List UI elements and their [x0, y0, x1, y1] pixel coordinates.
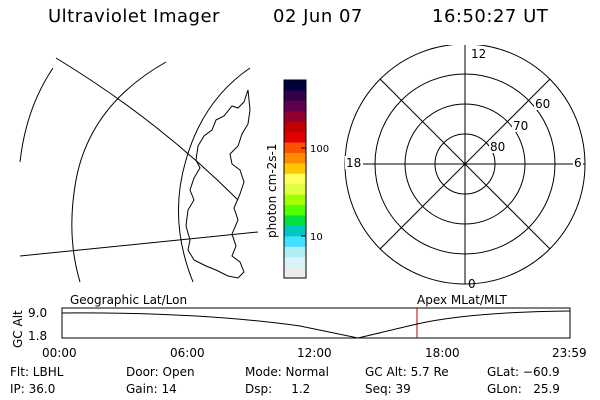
polar-diagonal-2 [379, 78, 551, 250]
colorbar-cell [284, 184, 306, 196]
lat-arc-outer [177, 67, 251, 283]
status-filter: Flt: LBHL [10, 365, 64, 379]
colorbar-cell [284, 173, 306, 185]
colorbar-tick-100: 100 [310, 144, 329, 155]
instrument-title: Ultraviolet Imager [48, 6, 220, 27]
colorbar-cell [284, 80, 306, 91]
altitude-frame [61, 307, 571, 339]
colorbar-cell [284, 267, 306, 279]
altitude-trace [61, 310, 571, 339]
status-glat: GLat: −60.9 [487, 365, 560, 379]
colorbar-cell [284, 215, 306, 227]
colorbar: 100 10 photon cm-2s-1 [265, 79, 329, 279]
coastline [185, 89, 251, 279]
colorbar-cell [284, 236, 306, 248]
date-label: 02 Jun 07 [273, 6, 363, 27]
colorbar-cell [284, 121, 306, 133]
altitude-ylabel: GC Alt [11, 310, 25, 348]
status-gain: Gain: 14 [126, 382, 177, 396]
altitude-right-title: Apex MLat/MLT [417, 293, 507, 307]
altitude-ytick-9: 9.0 [28, 306, 47, 320]
meridian-line [55, 57, 239, 201]
colorbar-cell [284, 132, 306, 144]
mlt-label-6: 6 [574, 156, 582, 170]
altitude-left-title: Geographic Lat/Lon [70, 293, 188, 307]
altitude-xtick-0000: 00:00 [42, 346, 77, 360]
lat-label-60: 60 [535, 97, 550, 111]
colorbar-tick-10: 10 [310, 232, 323, 243]
parallel-line [19, 231, 258, 257]
colorbar-cell [284, 163, 306, 175]
colorbar-cell [284, 111, 306, 123]
colorbar-cell [284, 246, 306, 258]
mlt-label-12: 12 [471, 47, 486, 61]
geographic-map [19, 57, 258, 283]
lat-label-70: 70 [513, 119, 528, 133]
colorbar-cells [284, 80, 306, 279]
polar-plot: 12 18 6 0 60 70 80 [344, 45, 586, 290]
status-dsp: Dsp: 1.2 [245, 382, 311, 396]
colorbar-cell [284, 142, 306, 154]
colorbar-frame [283, 79, 307, 279]
colorbar-label: photon cm-2s-1 [265, 144, 279, 239]
colorbar-cell [284, 152, 306, 164]
colorbar-cell [284, 194, 306, 206]
status-seq: Seq: 39 [365, 382, 411, 396]
lat-arc-middle [71, 61, 167, 283]
altitude-xtick-0600: 06:00 [170, 346, 205, 360]
altitude-xtick-2359: 23:59 [552, 346, 587, 360]
altitude-xtick-1200: 12:00 [297, 346, 332, 360]
status-door: Door: Open [126, 365, 195, 379]
lat-label-80: 80 [490, 140, 505, 154]
mlt-label-0: 0 [468, 277, 476, 290]
altitude-xtick-1800: 18:00 [425, 346, 460, 360]
altitude-ytick-1-8: 1.8 [28, 329, 47, 343]
time-label: 16:50:27 UT [432, 6, 549, 27]
status-ip: IP: 36.0 [10, 382, 56, 396]
mlt-label-18: 18 [346, 156, 361, 170]
status-glon: GLon: 25.9 [487, 382, 560, 396]
colorbar-cell [284, 205, 306, 216]
altitude-plot: GC Alt 9.0 1.8 [11, 306, 571, 348]
colorbar-cell [284, 225, 306, 237]
colorbar-cell [284, 257, 306, 269]
colorbar-cell [284, 90, 306, 102]
status-gc-alt: GC Alt: 5.7 Re [365, 365, 449, 379]
colorbar-cell [284, 100, 306, 112]
lat-arc-inner [19, 67, 54, 163]
status-mode: Mode: Normal [245, 365, 329, 379]
